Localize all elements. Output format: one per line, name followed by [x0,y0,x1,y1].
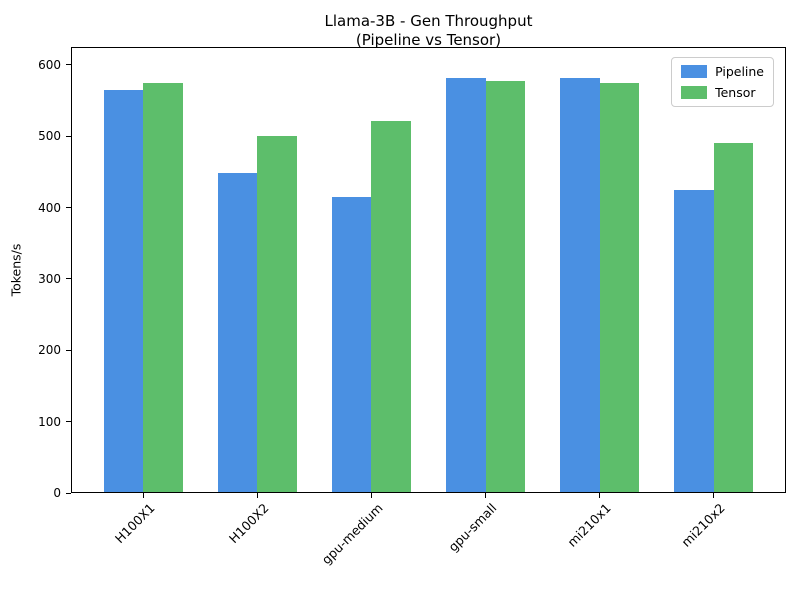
bar-tensor-mi210x1 [599,83,640,493]
chart-title-line-1: Llama-3B - Gen Throughput [324,12,533,30]
y-tick-mark [66,64,71,66]
bar-tensor-H100X1 [143,82,184,493]
legend-swatch-tensor [681,86,708,99]
legend-row-pipeline: Pipeline [681,64,764,79]
x-tick-label: H100X2 [225,500,272,547]
x-tick-label: gpu-medium [318,500,386,568]
x-tick-label: gpu-small [445,500,500,555]
legend-row-tensor: Tensor [681,85,764,100]
x-tick-mark [256,493,258,498]
y-tick-mark [66,492,71,494]
bar-tensor-H100X2 [257,136,298,493]
bar-pipeline-mi210x2 [673,189,714,493]
bar-pipeline-mi210x1 [559,78,600,493]
y-tick-mark [66,349,71,351]
y-tick-mark [66,207,71,209]
x-tick-mark [485,493,487,498]
y-tick-label: 500 [38,129,61,144]
x-tick-mark [142,493,144,498]
legend: Pipeline Tensor [671,57,774,107]
y-tick-label: 100 [38,414,61,429]
y-tick-mark [66,421,71,423]
y-tick-label: 200 [38,343,61,358]
bar-tensor-mi210x2 [713,143,754,493]
bar-tensor-gpu-small [485,81,526,493]
y-tick-label: 300 [38,271,61,286]
x-tick-label: mi210x2 [678,500,728,550]
bar-pipeline-H100X1 [103,89,144,493]
chart-title: Llama-3B - Gen Throughput (Pipeline vs T… [71,12,786,50]
legend-label-tensor: Tensor [715,85,756,100]
y-tick-mark [66,278,71,280]
legend-label-pipeline: Pipeline [715,64,764,79]
y-tick-label: 400 [38,200,61,215]
legend-swatch-pipeline [681,65,708,78]
y-tick-label: 0 [53,486,61,500]
y-tick-label: 600 [38,57,61,72]
chart-title-line-2: (Pipeline vs Tensor) [355,31,502,49]
bar-tensor-gpu-medium [371,120,412,493]
x-tick-mark [599,493,601,498]
bar-pipeline-H100X2 [217,173,258,493]
bar-pipeline-gpu-small [445,78,486,493]
y-tick-mark [66,135,71,137]
bar-pipeline-gpu-medium [331,196,372,493]
x-tick-label: H100X1 [111,500,158,547]
x-tick-label: mi210x1 [564,500,614,550]
x-tick-mark [713,493,715,498]
x-tick-mark [370,493,372,498]
